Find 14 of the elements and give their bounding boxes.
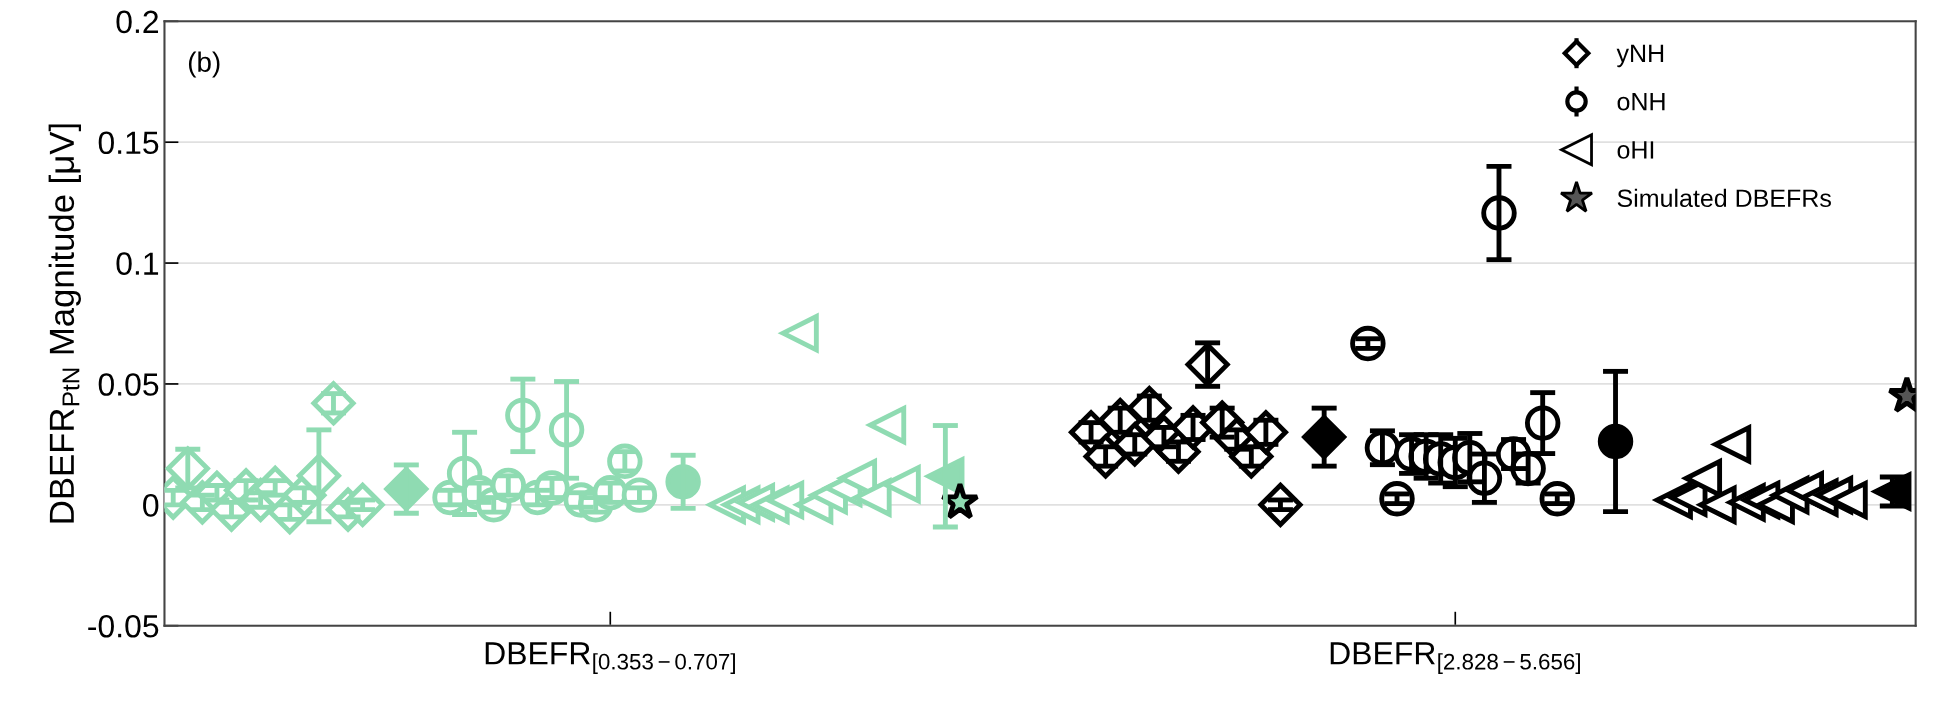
annotation: (b) (188, 51, 220, 78)
y-tick-label: 0.1 (116, 252, 159, 275)
y-tick-label: 0.2 (116, 10, 159, 34)
legend-label: oHI (1617, 141, 1654, 159)
legend-label: yNH (1616, 44, 1664, 68)
y-axis-title: DBEFR$_{PtN}$ Magnitude [μV] (48, 124, 81, 523)
x-tick-label: DBEFR$_{[2.828−5.656]}$ (1330, 642, 1580, 675)
y-tick-label: 0.15 (98, 131, 159, 155)
y-tick-label: -0.05 (88, 614, 159, 638)
legend-label: oNH (1617, 93, 1665, 111)
y-tick-label: 0.05 (98, 373, 159, 396)
x-tick-label: DBEFR$_{[0.353−0.707]}$ (485, 642, 735, 675)
legend-label: Simulated DBEFRs (1617, 188, 1831, 208)
y-tick-label: 0 (143, 494, 159, 517)
